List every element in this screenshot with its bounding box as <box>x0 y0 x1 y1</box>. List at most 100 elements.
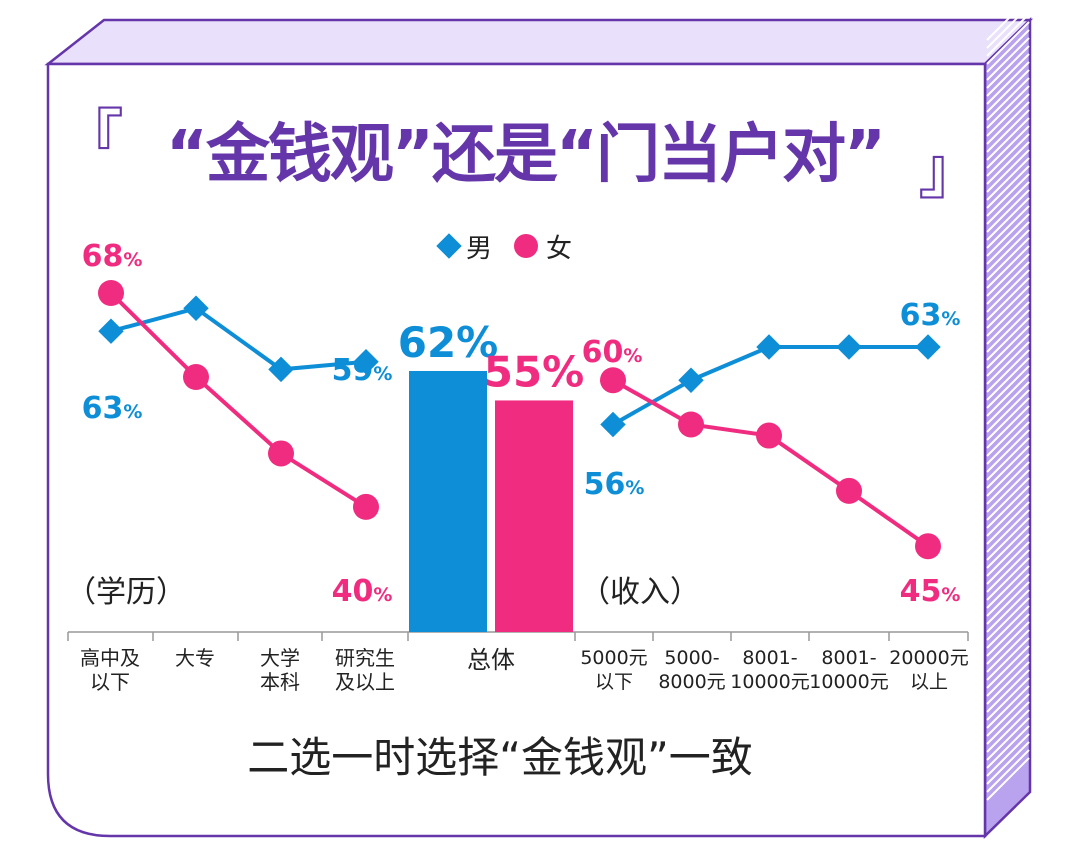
stripe <box>986 53 1030 97</box>
category-label-income-2: 8001- 10000元 <box>730 647 810 693</box>
stripe <box>986 141 1030 185</box>
stripe <box>986 149 1030 193</box>
stripe <box>986 525 1030 569</box>
stripe <box>986 541 1030 585</box>
title-open-bracket: 『 <box>60 103 124 177</box>
stripe <box>986 85 1030 129</box>
stripe <box>986 261 1030 305</box>
stripe <box>986 565 1030 609</box>
stripe <box>986 189 1030 233</box>
income-point-female-0 <box>600 367 626 394</box>
category-label-education-2: 大学 本科 <box>260 646 300 694</box>
stripe <box>986 749 1030 793</box>
stripe <box>986 477 1030 521</box>
stripe <box>986 269 1030 313</box>
stripe <box>986 229 1030 273</box>
income-point-male-2 <box>756 334 782 360</box>
category-label-overall: 总体 <box>467 646 515 674</box>
stripe <box>986 285 1030 329</box>
stripe <box>986 29 1030 73</box>
stripe <box>986 701 1030 745</box>
stripe <box>986 341 1030 385</box>
stripe <box>986 421 1030 465</box>
section-label-education: （学历） <box>66 575 186 610</box>
stripe <box>986 125 1030 169</box>
stripe <box>986 597 1030 641</box>
stripe <box>986 277 1030 321</box>
stripe <box>986 685 1030 729</box>
education-point-male-1 <box>183 295 209 322</box>
overall-bar-female <box>495 400 573 632</box>
stripe <box>986 509 1030 553</box>
stripe <box>986 5 1030 49</box>
stripe <box>986 453 1030 497</box>
income-point-female-4 <box>915 533 941 560</box>
stripe <box>986 45 1030 89</box>
stripe <box>986 493 1030 537</box>
stripe <box>986 13 1030 57</box>
education-point-male-0 <box>98 318 124 344</box>
legend-label-female: 女 <box>546 233 573 264</box>
footnote: 二选一时选择“金钱观”一致 <box>247 733 753 782</box>
income-point-male-0 <box>600 411 626 438</box>
stripe <box>986 605 1030 649</box>
overall-bar-label-female: 55% <box>484 347 585 396</box>
education-point-male-2 <box>268 356 294 383</box>
stripe <box>986 157 1030 201</box>
stripe <box>986 221 1030 265</box>
stripe <box>986 293 1030 337</box>
stripe <box>986 517 1030 561</box>
stripe <box>986 253 1030 297</box>
stripe <box>986 21 1030 65</box>
stripe <box>986 109 1030 153</box>
legend-item-male: 男 <box>436 228 492 265</box>
stripe <box>986 733 1030 777</box>
overall-bar-male <box>409 370 487 632</box>
stripe <box>986 677 1030 721</box>
stripe <box>986 725 1030 769</box>
stripe <box>986 349 1030 393</box>
stripe <box>986 413 1030 457</box>
section-label-income: （收入） <box>580 575 700 610</box>
stripe <box>986 365 1030 409</box>
stripe <box>986 245 1030 289</box>
income-point-female-3 <box>836 477 862 504</box>
stripe <box>986 469 1030 513</box>
stripe <box>986 173 1030 217</box>
stripe <box>986 205 1030 249</box>
education-line-female <box>109 291 368 509</box>
stripe <box>986 117 1030 161</box>
legend: 男 女 <box>436 228 586 265</box>
category-label-income-4: 20000元 以上 <box>889 647 969 693</box>
education-point-female-1 <box>183 364 209 391</box>
frame-top-face <box>44 18 1034 66</box>
stripe <box>986 333 1030 377</box>
income-point-female-2 <box>756 422 782 449</box>
stripe <box>986 181 1030 225</box>
stripe <box>986 301 1030 345</box>
stripe <box>986 653 1030 697</box>
income-point-male-1 <box>678 367 704 393</box>
stripe <box>986 645 1030 689</box>
stripe <box>986 661 1030 705</box>
category-label-education-1: 大专 <box>175 646 215 670</box>
stripe <box>986 557 1030 601</box>
stripe <box>986 549 1030 593</box>
title-block: 『 “金钱观”还是“门当户对” 』 <box>60 100 990 210</box>
diamond-marker-icon <box>436 233 462 259</box>
stripe <box>986 621 1030 665</box>
education-line-male <box>110 306 367 372</box>
stripe <box>986 397 1030 441</box>
legend-item-female: 女 <box>514 228 572 265</box>
stripe <box>986 405 1030 449</box>
stripe <box>986 589 1030 633</box>
stripe <box>986 717 1030 761</box>
chart-title: “金钱观”还是“门当户对” <box>165 118 886 192</box>
income-label-female-first: 60% <box>582 335 643 370</box>
stripe <box>986 197 1030 241</box>
stripe <box>986 309 1030 353</box>
education-point-female-0 <box>98 280 124 306</box>
category-label-education-0: 高中及 以下 <box>80 646 140 694</box>
stripe <box>986 317 1030 361</box>
